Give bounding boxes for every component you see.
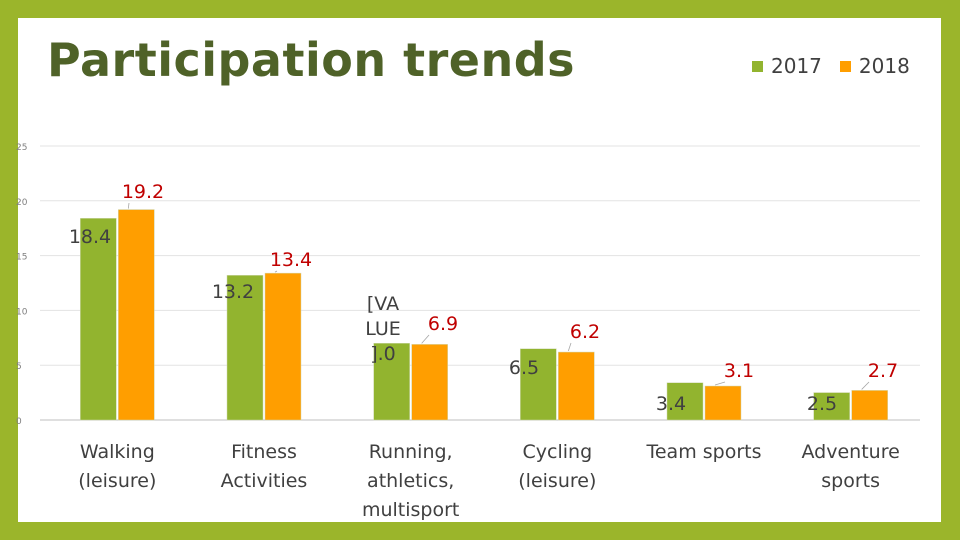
- legend-item-2018: 2018: [839, 54, 910, 78]
- x-tick-label: Walking (leisure): [78, 441, 156, 492]
- bar-2018: [264, 272, 302, 421]
- y-tick-label: 10: [16, 307, 28, 317]
- y-tick-label: 15: [16, 253, 27, 263]
- data-label-2017: 3.4: [656, 393, 686, 415]
- bar-2017: [666, 382, 704, 421]
- x-tick-label: Fitness Activities: [221, 441, 308, 492]
- leader-line: [274, 270, 278, 273]
- legend-label-2018: 2018: [858, 54, 910, 78]
- legend-swatch-2017: [752, 60, 763, 72]
- bar-2017: [226, 275, 264, 421]
- data-label-2018: 6.2: [570, 321, 600, 343]
- bar-2018: [704, 385, 742, 421]
- data-label-2018: 3.1: [724, 360, 754, 382]
- x-tick-label: Running, athletics, multisport: [362, 441, 459, 521]
- bar-2018: [411, 344, 448, 421]
- y-tick-label: 0: [16, 417, 22, 427]
- leader-line: [127, 202, 130, 209]
- y-tick-label: 20: [16, 198, 28, 208]
- bar-2017: [813, 392, 850, 421]
- chart-legend: 2017 2018: [752, 54, 910, 78]
- x-tick-label: Cycling (leisure): [518, 441, 596, 492]
- bar-2017: [373, 343, 410, 421]
- y-tick-label: 25: [16, 143, 27, 153]
- leader-line: [861, 381, 870, 390]
- data-label-2017: 13.2: [212, 281, 254, 303]
- y-tick-label: 5: [16, 362, 22, 372]
- data-label-2017: 6.5: [509, 357, 539, 379]
- legend-swatch-2018: [839, 60, 851, 72]
- legend-item-2017: 2017: [752, 54, 822, 78]
- data-label-2017: 18.4: [69, 226, 111, 248]
- bar-2018: [118, 209, 155, 421]
- bar-2018: [851, 390, 888, 421]
- data-label-2018: 13.4: [270, 249, 312, 271]
- legend-label-2017: 2017: [771, 54, 822, 78]
- data-label-2018: 19.2: [122, 181, 164, 203]
- slide: [18, 18, 941, 522]
- data-label-2017: [VA LUE].0: [365, 293, 401, 365]
- data-label-2018: 2.7: [868, 360, 898, 382]
- bar-2018: [558, 351, 595, 421]
- slide-title: Participation trends: [47, 33, 576, 87]
- leader-line: [567, 342, 572, 352]
- data-label-2018: 6.9: [428, 313, 458, 335]
- bar-2017: [520, 348, 557, 421]
- bar-2017: [80, 218, 117, 421]
- leader-line: [714, 381, 726, 386]
- data-label-2017: 2.5: [807, 393, 837, 415]
- leader-line: [421, 334, 430, 344]
- x-tick-label: Team sports: [645, 441, 761, 463]
- x-tick-label: Adventure sports: [802, 441, 900, 492]
